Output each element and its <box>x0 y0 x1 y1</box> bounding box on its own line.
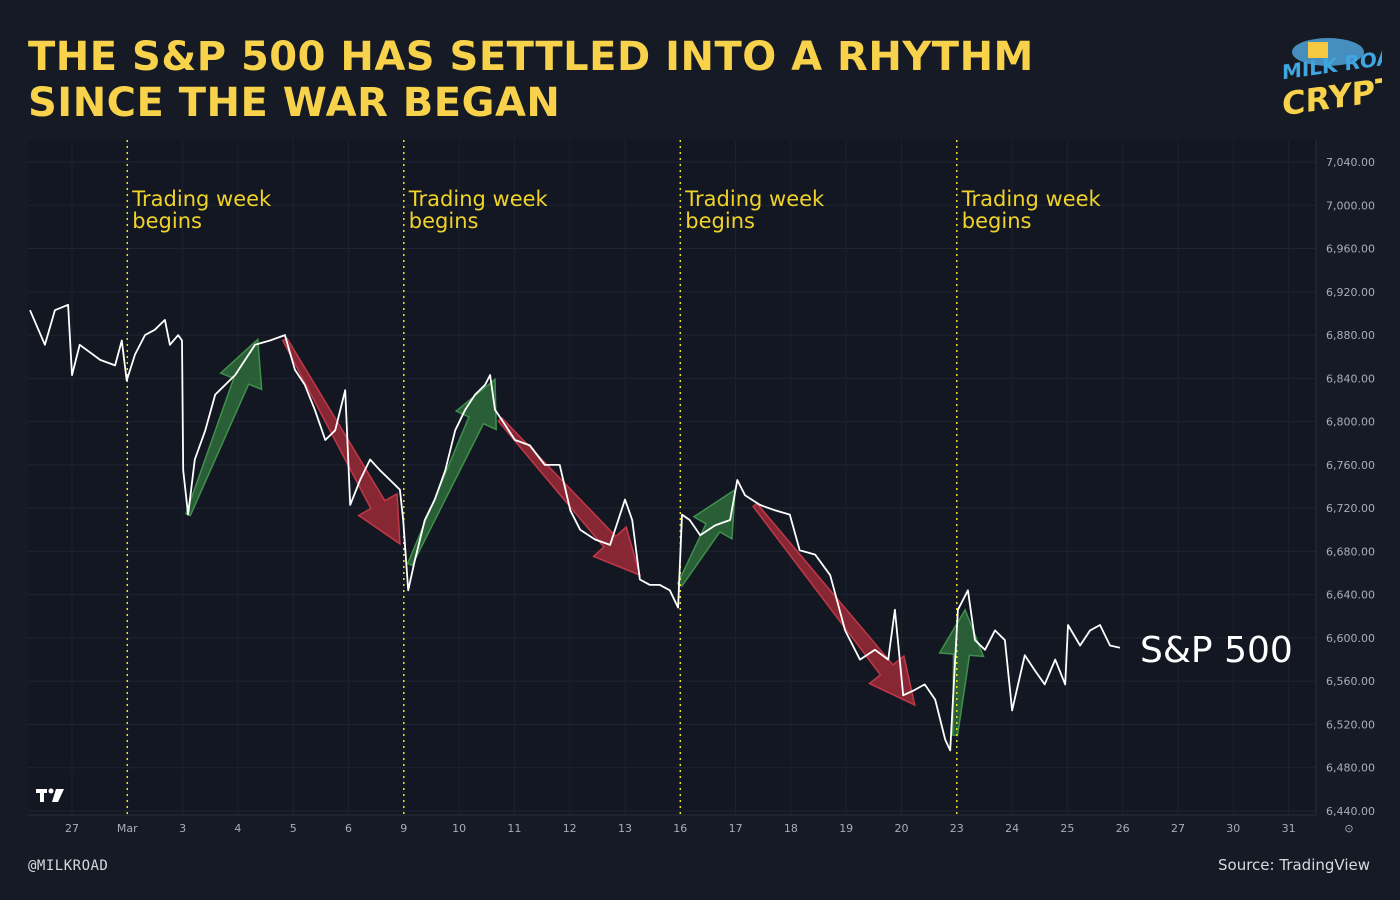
series-label: S&P 500 <box>1140 630 1293 671</box>
y-tick-label: 6,480.00 <box>1326 762 1375 775</box>
trend-arrows <box>184 337 985 737</box>
x-tick-label: 11 <box>507 822 521 835</box>
down-arrow <box>752 502 916 707</box>
x-tick-label: 31 <box>1282 822 1296 835</box>
chart-title: THE S&P 500 HAS SETTLED INTO A RHYTHM SI… <box>28 34 1034 126</box>
week-label-line2: begins <box>409 209 479 233</box>
x-tick-label: 12 <box>563 822 577 835</box>
x-tick-label: 26 <box>1116 822 1130 835</box>
x-tick-label: 5 <box>290 822 297 835</box>
handle: @MILKROAD <box>28 858 109 874</box>
y-tick-label: 6,760.00 <box>1326 459 1375 472</box>
plot-area <box>28 140 1316 815</box>
x-tick-label: 25 <box>1060 822 1074 835</box>
y-tick-label: 6,600.00 <box>1326 632 1375 645</box>
source: Source: TradingView <box>1218 856 1370 874</box>
week-label-line2: begins <box>962 209 1032 233</box>
y-tick-label: 6,840.00 <box>1326 372 1375 385</box>
x-tick-label: 17 <box>729 822 743 835</box>
x-tick-label: 19 <box>839 822 853 835</box>
week-label-line2: begins <box>132 209 202 233</box>
x-tick-label: 6 <box>345 822 352 835</box>
up-arrow <box>676 488 736 588</box>
x-tick-label: 13 <box>618 822 632 835</box>
week-label-line2: begins <box>685 209 755 233</box>
y-tick-label: 7,000.00 <box>1326 199 1375 212</box>
x-axis: 27 Mar 3 4 5 6 9 10 11 12 13 16 17 18 19 20 23 24 25 26 27 30… <box>28 814 1316 835</box>
y-tick-label: 6,920.00 <box>1326 286 1375 299</box>
y-tick-label: 6,720.00 <box>1326 502 1375 515</box>
up-arrow <box>938 608 985 737</box>
down-arrow <box>281 337 401 546</box>
x-tick-label: 27 <box>1171 822 1185 835</box>
milk-road-crypto-logo: MILK ROAD CRYPTO <box>1282 38 1382 123</box>
y-tick-label: 7,040.00 <box>1326 156 1375 169</box>
x-tick-label: 27 <box>65 822 79 835</box>
down-arrow <box>497 416 642 577</box>
x-tick-label: 4 <box>234 822 241 835</box>
y-tick-label: 6,440.00 <box>1326 805 1375 818</box>
y-tick-label: 6,680.00 <box>1326 545 1375 558</box>
y-tick-label: 6,800.00 <box>1326 416 1375 429</box>
x-tick-label: 3 <box>179 822 186 835</box>
y-tick-label: 6,560.00 <box>1326 675 1375 688</box>
y-axis: 7,040.00 7,000.00 6,960.00 6,920.00 6,880.00… <box>1315 140 1375 818</box>
x-tick-label: Mar <box>117 822 138 835</box>
y-tick-label: 6,960.00 <box>1326 243 1375 256</box>
x-tick-label: 10 <box>452 822 466 835</box>
x-tick-label: 9 <box>400 822 407 835</box>
x-tick-label: 30 <box>1226 822 1240 835</box>
up-arrow <box>184 337 263 517</box>
y-tick-label: 6,640.00 <box>1326 589 1375 602</box>
x-tick-label: 24 <box>1005 822 1019 835</box>
settings-icon[interactable]: ⊙ <box>1344 822 1353 835</box>
week-label-line1: Trading week <box>131 187 272 211</box>
sp500-line <box>29 303 1121 752</box>
tradingview-icon <box>36 788 64 802</box>
week-label-line1: Trading week <box>408 187 549 211</box>
x-tick-label: 18 <box>784 822 798 835</box>
y-tick-label: 6,520.00 <box>1326 718 1375 731</box>
x-tick-label: 16 <box>673 822 687 835</box>
y-tick-label: 6,880.00 <box>1326 329 1375 342</box>
week-label-line1: Trading week <box>684 187 825 211</box>
x-tick-label: 20 <box>895 822 909 835</box>
week-label-line1: Trading week <box>961 187 1102 211</box>
x-tick-label: 23 <box>950 822 964 835</box>
